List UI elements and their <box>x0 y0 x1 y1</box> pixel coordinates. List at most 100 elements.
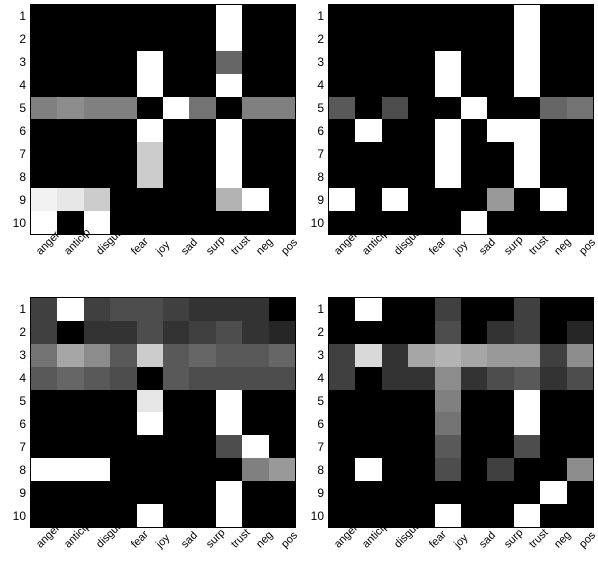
heatmap-cell <box>31 390 57 413</box>
heatmap-cell <box>163 298 189 321</box>
heatmap-cell <box>567 165 593 188</box>
heatmap-cell <box>382 390 408 413</box>
heatmap-wrap: 12345678910 <box>4 4 296 235</box>
heatmap-cell <box>163 344 189 367</box>
heatmap-cell <box>31 298 57 321</box>
heatmap-cell <box>110 5 136 28</box>
heatmap-cell <box>567 28 593 51</box>
heatmap-cell <box>216 74 242 97</box>
heatmap-cell <box>461 165 487 188</box>
y-tick-label: 10 <box>4 212 26 235</box>
heatmap-cell <box>540 5 566 28</box>
heatmap-cell <box>567 5 593 28</box>
heatmap-cell <box>435 165 461 188</box>
heatmap-panel-bottom-right: 12345678910angeranticipdisgustfearjoysad… <box>302 297 594 584</box>
heatmap-cell <box>57 481 83 504</box>
heatmap-cell <box>216 119 242 142</box>
heatmap-cell <box>31 97 57 120</box>
heatmap-cell <box>110 344 136 367</box>
heatmap-cell <box>242 321 268 344</box>
y-tick-label: 8 <box>4 166 26 189</box>
heatmap-cell <box>216 458 242 481</box>
heatmap-cell <box>487 211 513 234</box>
heatmap-cell <box>540 367 566 390</box>
heatmap-cell <box>567 188 593 211</box>
heatmap-cell <box>382 51 408 74</box>
heatmap-cell <box>57 5 83 28</box>
heatmap-cell <box>461 367 487 390</box>
heatmap-cell <box>269 28 295 51</box>
heatmap-cell <box>461 481 487 504</box>
heatmap-cell <box>461 321 487 344</box>
heatmap-cell <box>57 51 83 74</box>
heatmap-cell <box>382 321 408 344</box>
heatmap-cell <box>269 51 295 74</box>
heatmap-cell <box>461 74 487 97</box>
heatmap-cell <box>137 390 163 413</box>
heatmap-cell <box>487 435 513 458</box>
heatmap <box>328 4 594 235</box>
heatmap-cell <box>567 390 593 413</box>
heatmap-cell <box>382 298 408 321</box>
heatmap-cell <box>269 367 295 390</box>
heatmap-cell <box>461 142 487 165</box>
heatmap-cell <box>216 142 242 165</box>
heatmap-cell <box>355 74 381 97</box>
heatmap-cell <box>355 344 381 367</box>
y-axis-labels: 12345678910 <box>4 297 30 528</box>
heatmap-cell <box>137 298 163 321</box>
heatmap-cell <box>84 298 110 321</box>
heatmap-cell <box>242 28 268 51</box>
heatmap-cell <box>487 165 513 188</box>
y-tick-label: 9 <box>4 189 26 212</box>
heatmap-cell <box>355 412 381 435</box>
heatmap-cell <box>461 188 487 211</box>
heatmap-cell <box>408 458 434 481</box>
heatmap-wrap: 12345678910 <box>302 297 594 528</box>
heatmap-cell <box>84 367 110 390</box>
heatmap-cell <box>435 119 461 142</box>
heatmap-wrap: 12345678910 <box>4 297 296 528</box>
heatmap-cell <box>435 51 461 74</box>
heatmap-cell <box>435 481 461 504</box>
heatmap-cell <box>567 367 593 390</box>
heatmap-cell <box>487 367 513 390</box>
heatmap-cell <box>216 5 242 28</box>
heatmap-cell <box>355 119 381 142</box>
y-tick-label: 10 <box>302 505 324 528</box>
heatmap-cell <box>382 367 408 390</box>
heatmap-cell <box>189 367 215 390</box>
heatmap-cell <box>137 5 163 28</box>
heatmap-cell <box>137 435 163 458</box>
heatmap-cell <box>31 321 57 344</box>
heatmap-cell <box>189 142 215 165</box>
heatmap-cell <box>189 28 215 51</box>
heatmap-cell <box>242 51 268 74</box>
y-axis-labels: 12345678910 <box>302 4 328 235</box>
heatmap-cell <box>137 28 163 51</box>
heatmap-panel-top-left: 12345678910angeranticipdisgustfearjoysad… <box>4 4 296 291</box>
y-tick-label: 6 <box>302 413 324 436</box>
heatmap-cell <box>461 97 487 120</box>
heatmap-cell <box>435 504 461 527</box>
heatmap-cell <box>163 435 189 458</box>
heatmap-cell <box>329 321 355 344</box>
y-tick-label: 3 <box>302 343 324 366</box>
heatmap-cell <box>110 298 136 321</box>
heatmap-cell <box>189 119 215 142</box>
heatmap-cell <box>242 435 268 458</box>
heatmap-cell <box>329 344 355 367</box>
heatmap-cell <box>189 344 215 367</box>
heatmap-cell <box>487 119 513 142</box>
heatmap-cell <box>110 412 136 435</box>
heatmap-cell <box>461 51 487 74</box>
y-tick-label: 4 <box>302 73 324 96</box>
heatmap-cell <box>137 97 163 120</box>
heatmap-cell <box>137 142 163 165</box>
heatmap-cell <box>242 97 268 120</box>
y-tick-label: 9 <box>4 482 26 505</box>
heatmap-cell <box>137 119 163 142</box>
heatmap-cell <box>382 5 408 28</box>
heatmap-cell <box>84 165 110 188</box>
heatmap-cell <box>461 390 487 413</box>
